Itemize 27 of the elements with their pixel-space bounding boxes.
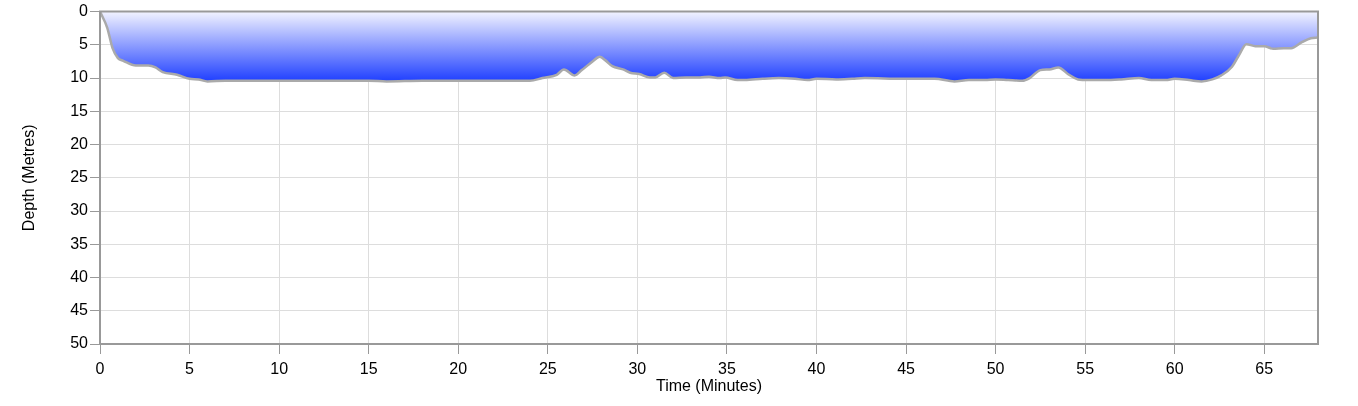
x-tick-label: 55 bbox=[1076, 360, 1095, 378]
x-axis-title: Time (Minutes) bbox=[655, 376, 763, 394]
y-tick-label: 50 bbox=[70, 334, 89, 352]
x-tick-label: 15 bbox=[359, 360, 378, 378]
x-tick-label: 10 bbox=[270, 360, 289, 378]
y-tick-label: 40 bbox=[70, 267, 89, 285]
y-tick-label: 35 bbox=[70, 234, 89, 252]
y-tick-label: 20 bbox=[70, 134, 89, 152]
y-tick-label: 30 bbox=[70, 201, 89, 219]
y-tick-label: 0 bbox=[79, 2, 89, 20]
y-tick-label: 25 bbox=[70, 168, 89, 186]
x-tick-label: 25 bbox=[538, 360, 557, 378]
x-tick-label: 40 bbox=[807, 360, 826, 378]
x-tick-label: 35 bbox=[718, 360, 736, 378]
x-tick-label: 20 bbox=[449, 360, 468, 378]
x-tick-label: 45 bbox=[897, 360, 916, 378]
x-tick-label: 0 bbox=[95, 360, 105, 378]
y-tick-label: 15 bbox=[70, 101, 89, 119]
x-tick-label: 30 bbox=[628, 360, 647, 378]
x-tick-label: 50 bbox=[986, 360, 1005, 378]
x-tick-label: 5 bbox=[185, 360, 195, 378]
x-tick-label: 65 bbox=[1255, 360, 1274, 378]
x-tick-label: 60 bbox=[1165, 360, 1184, 378]
y-tick-label: 45 bbox=[70, 301, 89, 319]
y-tick-label: 10 bbox=[70, 68, 89, 86]
y-axis-title: Depth (Metres) bbox=[20, 124, 38, 232]
y-tick-label: 5 bbox=[79, 35, 89, 53]
